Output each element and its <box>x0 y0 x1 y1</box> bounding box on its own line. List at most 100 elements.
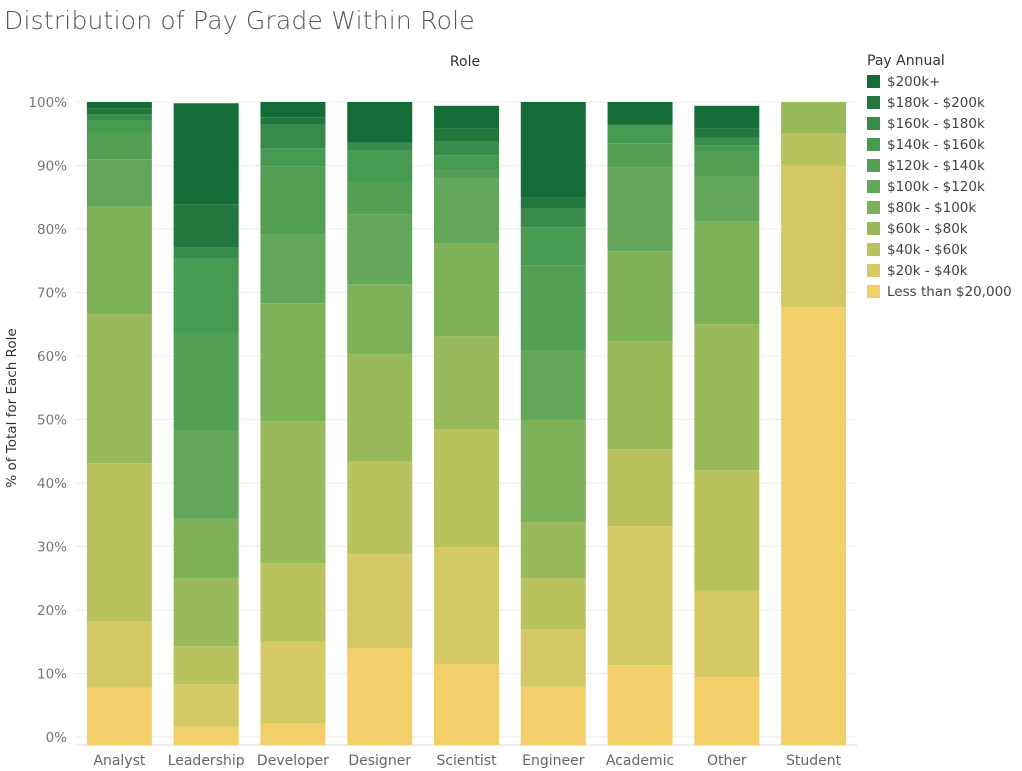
bar-segment[interactable] <box>86 108 152 115</box>
bar-segment[interactable] <box>173 684 239 727</box>
bar-segment[interactable] <box>347 554 413 649</box>
bar-segment[interactable] <box>86 102 152 109</box>
bar-segment[interactable] <box>260 234 326 304</box>
bar-segment[interactable] <box>347 102 413 143</box>
bar-segment[interactable] <box>781 307 847 745</box>
bar-segment[interactable] <box>434 547 499 664</box>
bar-segment[interactable] <box>260 166 326 235</box>
bar-segment[interactable] <box>347 461 413 555</box>
bar-segment[interactable] <box>520 350 586 420</box>
bar-segment[interactable] <box>86 687 152 745</box>
legend-item[interactable]: $40k - $60k <box>867 239 1022 260</box>
legend-item[interactable]: $160k - $180k <box>867 113 1022 134</box>
bar-segment[interactable] <box>173 726 239 745</box>
bar-segment[interactable] <box>347 214 413 285</box>
bar-segment[interactable] <box>694 145 760 152</box>
bar-segment[interactable] <box>607 167 673 252</box>
bar-segment[interactable] <box>173 247 239 259</box>
bar-segment[interactable] <box>260 117 326 125</box>
bar-segment[interactable] <box>607 143 673 168</box>
bar-segment[interactable] <box>434 336 499 430</box>
bar-segment[interactable] <box>781 133 847 166</box>
bar-segment[interactable] <box>694 128 760 138</box>
bar-segment[interactable] <box>520 578 586 630</box>
bar-segment[interactable] <box>781 165 847 308</box>
bar-segment[interactable] <box>607 449 673 527</box>
bar-segment[interactable] <box>173 204 239 248</box>
bar-segment[interactable] <box>86 132 152 160</box>
legend-item[interactable]: $120k - $140k <box>867 155 1022 176</box>
bar-segment[interactable] <box>520 265 586 351</box>
bar-segment[interactable] <box>434 128 499 142</box>
bar-segment[interactable] <box>86 120 152 133</box>
bar-segment[interactable] <box>347 284 413 355</box>
bar-segment[interactable] <box>260 303 326 422</box>
bar-segment[interactable] <box>694 677 760 745</box>
bar-segment[interactable] <box>520 197 586 209</box>
bar-segment[interactable] <box>607 102 673 125</box>
bar-segment[interactable] <box>347 142 413 151</box>
bar-segment[interactable] <box>260 102 326 118</box>
bar-segment[interactable] <box>607 341 673 450</box>
bar-segment[interactable] <box>260 641 326 724</box>
legend-item[interactable]: $20k - $40k <box>867 260 1022 281</box>
bar-segment[interactable] <box>347 648 413 745</box>
bar-segment[interactable] <box>607 526 673 666</box>
bar-segment[interactable] <box>694 105 760 129</box>
bar-segment[interactable] <box>434 243 499 337</box>
bar-segment[interactable] <box>260 124 326 149</box>
bar-segment[interactable] <box>694 324 760 471</box>
bar-segment[interactable] <box>520 686 586 745</box>
bar-segment[interactable] <box>607 251 673 342</box>
bar-segment[interactable] <box>694 470 760 591</box>
bar-segment[interactable] <box>173 258 239 333</box>
bar-segment[interactable] <box>260 563 326 642</box>
bar-segment[interactable] <box>86 159 152 207</box>
legend-item[interactable]: $80k - $100k <box>867 197 1022 218</box>
bar-segment[interactable] <box>173 578 239 647</box>
bar-segment[interactable] <box>173 332 239 431</box>
bar-segment[interactable] <box>434 141 499 156</box>
bar-segment[interactable] <box>347 182 413 215</box>
bar-segment[interactable] <box>86 206 152 315</box>
bar-segment[interactable] <box>520 419 586 523</box>
bar-segment[interactable] <box>260 723 326 745</box>
bar-segment[interactable] <box>86 314 152 464</box>
bar-segment[interactable] <box>781 102 847 134</box>
legend-item[interactable]: $180k - $200k <box>867 92 1022 113</box>
bar-segment[interactable] <box>520 629 586 687</box>
bar-segment[interactable] <box>434 429 499 548</box>
bar-segment[interactable] <box>86 463 152 622</box>
bar-segment[interactable] <box>347 150 413 183</box>
bar-segment[interactable] <box>173 103 239 205</box>
bar-segment[interactable] <box>434 170 499 179</box>
bar-segment[interactable] <box>86 621 152 688</box>
legend-item[interactable]: Less than $20,000 <box>867 281 1022 302</box>
bar-segment[interactable] <box>173 430 239 519</box>
bar-segment[interactable] <box>694 176 760 222</box>
bar-segment[interactable] <box>434 663 499 745</box>
bar-segment[interactable] <box>434 178 499 244</box>
bar-segment[interactable] <box>434 105 499 129</box>
bar-segment[interactable] <box>520 522 586 579</box>
legend-item[interactable]: $200k+ <box>867 71 1022 92</box>
bar-segment[interactable] <box>347 354 413 462</box>
bar-segment[interactable] <box>173 518 239 579</box>
bar-segment[interactable] <box>694 590 760 678</box>
bar-segment[interactable] <box>694 221 760 325</box>
bar-segment[interactable] <box>520 102 586 198</box>
bar-segment[interactable] <box>607 665 673 745</box>
bar-segment[interactable] <box>434 155 499 171</box>
bar-segment[interactable] <box>520 208 586 228</box>
bar-segment[interactable] <box>694 137 760 146</box>
bar-segment[interactable] <box>260 421 326 564</box>
legend-item[interactable]: $100k - $120k <box>867 176 1022 197</box>
bar-segment[interactable] <box>607 124 673 144</box>
bar-segment[interactable] <box>86 114 152 121</box>
legend-item[interactable]: $60k - $80k <box>867 218 1022 239</box>
bar-segment[interactable] <box>173 646 239 685</box>
bar-segment[interactable] <box>694 151 760 177</box>
legend-item[interactable]: $140k - $160k <box>867 134 1022 155</box>
bar-segment[interactable] <box>520 227 586 266</box>
bar-segment[interactable] <box>260 148 326 167</box>
